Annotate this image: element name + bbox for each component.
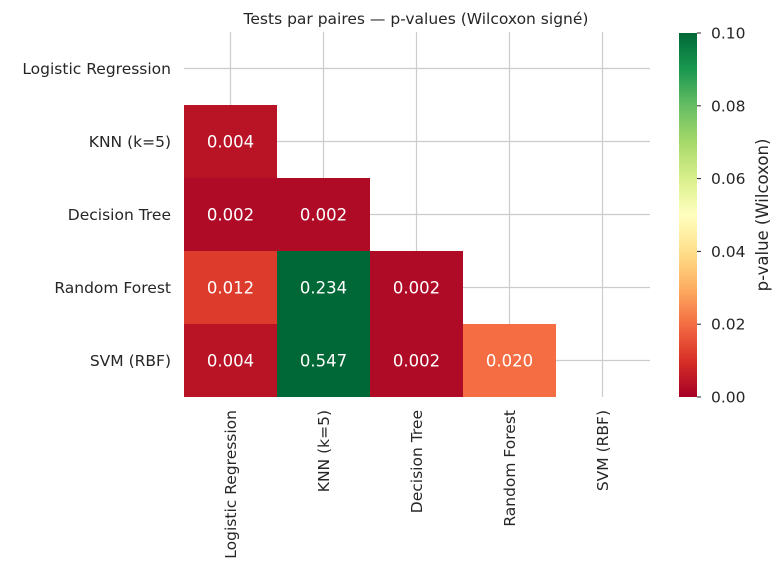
x-tick-label: SVM (RBF) [594,410,612,491]
x-tick-label: KNN (k=5) [315,410,333,492]
y-tick-label: Logistic Regression [22,60,171,78]
cell-value-label: 0.012 [207,279,254,298]
heatmap-cell [277,251,370,324]
cell-value-label: 0.004 [207,352,254,371]
y-tick-labels: Logistic Regression KNN (k=5) Decision Tre… [22,60,171,370]
colorbar-label: p-value (Wilcoxon) [753,139,772,292]
cell-value-label: 0.002 [393,352,440,371]
heatmap-cell [463,324,556,397]
heatmap-cell [184,105,277,178]
heatmap-cell [277,324,370,397]
y-tick-label: SVM (RBF) [90,352,171,370]
colorbar-tick-label: 0.08 [711,97,746,115]
heatmap-cell [184,251,277,324]
colorbar-tick-label: 0.06 [711,170,746,188]
colorbar-tick-label: 0.02 [711,316,746,334]
cell-value-label: 0.004 [207,133,254,152]
heatmap-cell [277,178,370,251]
heatmap-cell [184,178,277,251]
y-tick-label: KNN (k=5) [89,133,171,151]
chart-title: Tests par paires — p-values (Wilcoxon si… [243,10,589,28]
colorbar-ticks: 0.00 0.02 0.04 0.06 0.08 0.10 [697,25,746,407]
cell-value-label: 0.002 [393,279,440,298]
colorbar-tick-label: 0.00 [711,389,746,407]
x-tick-labels: Logistic Regression KNN (k=5) Decision Tre… [222,410,612,559]
x-tick-label: Random Forest [501,410,519,527]
cell-value-label: 0.234 [300,279,347,298]
x-tick-label: Decision Tree [408,410,426,513]
cell-value-label: 0.002 [300,206,347,225]
cell-value-label: 0.547 [300,352,347,371]
colorbar [679,33,697,397]
y-tick-label: Random Forest [54,279,171,297]
heatmap-cells: 0.004 0.002 0.002 0.012 0.234 0.002 0.004 0.547… [184,105,556,397]
y-tick-label: Decision Tree [68,206,171,224]
heatmap-cell [370,251,463,324]
x-tick-label: Logistic Regression [222,410,240,559]
cell-value-label: 0.002 [207,206,254,225]
colorbar-tick-label: 0.04 [711,243,746,261]
heatmap-cell [184,324,277,397]
cell-value-label: 0.020 [486,352,533,371]
colorbar-tick-label: 0.10 [711,25,746,43]
heatmap-cell [370,324,463,397]
